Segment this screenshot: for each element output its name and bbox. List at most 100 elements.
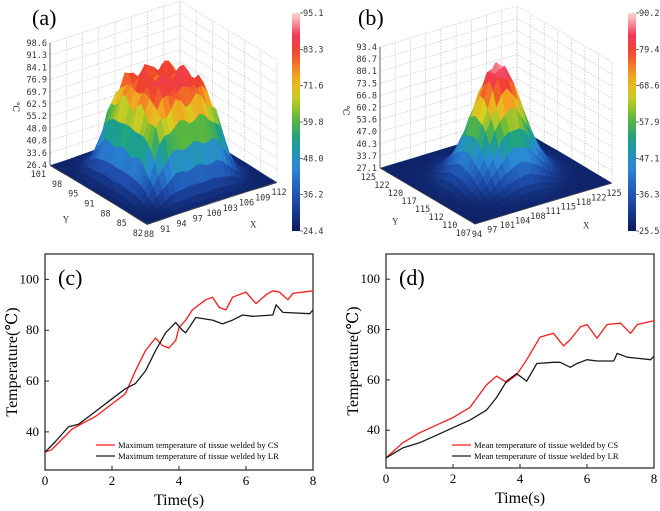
surface-facet (142, 220, 153, 225)
y-axis-label: Temperature(℃) (4, 307, 21, 416)
z-tick-label: 27.1 (357, 164, 377, 174)
z-tick-label: 26.4 (27, 161, 47, 171)
y-tick-label: 88 (100, 209, 110, 219)
z-tick-label: 33.7 (357, 152, 377, 162)
y-gridline (447, 46, 586, 209)
panel-d-line-chart: 0 2 4 6 8 40 60 80 100 Time(s) Temperature(℃) (d) Me… (345, 253, 658, 507)
panel-label: (a) (32, 5, 56, 30)
panel-c-line-chart: 0 2 4 6 8 40 60 80 100 Time(s) Temperature(℃) (c) Ma… (4, 253, 316, 509)
y-tick-label: 101 (31, 170, 46, 180)
x-axis-label: X (583, 220, 590, 230)
z-tick-label: 33.6 (27, 149, 47, 159)
z-axis-label: ℃ (341, 106, 351, 116)
x-tick-label: 109 (255, 193, 270, 203)
y-axis-label: Y (63, 215, 70, 225)
wall-gridline (379, 66, 613, 123)
x-axis-label: Time(s) (154, 492, 204, 509)
legend-label: Maximum temperature of tissue welded by … (118, 440, 279, 450)
x-tick-label: 125 (606, 189, 621, 199)
x-tick-label: 106 (239, 199, 254, 209)
x-tick-label: 111 (545, 207, 560, 217)
x-tick-label: 101 (500, 221, 515, 231)
x-tick-label: 2 (109, 473, 116, 488)
y-tick-label: 60 (367, 372, 380, 387)
colorbar-tick-label: 36.2 (303, 191, 323, 201)
panel-label: (c) (58, 265, 82, 290)
legend-label: Maximum temperature of tissue welded by … (118, 451, 279, 461)
wall-gridline (379, 78, 613, 135)
base-axes (49, 164, 278, 225)
z-tick-label: 80.1 (357, 67, 377, 77)
x-tick-label: 100 (206, 209, 221, 219)
x-tick-label: 4 (517, 471, 524, 486)
x-tick-label: 0 (42, 473, 49, 488)
colorbar-tick-label: 24.4 (303, 227, 323, 237)
z-tick-label: 73.5 (357, 79, 377, 89)
wall-gridline (379, 41, 613, 99)
y-axis-label: Y (392, 216, 399, 226)
z-tick-label: 86.7 (357, 55, 377, 65)
colorbar-tick-label: 25.5 (639, 227, 659, 237)
colorbar-tick-label: 71.6 (303, 82, 323, 92)
x-tick-label: 108 (530, 212, 545, 222)
y-tick-label: 110 (442, 221, 457, 231)
x-tick-label: 6 (584, 471, 591, 486)
y-axis-label: Temperature(℃) (345, 306, 362, 415)
y-tick-label: 100 (361, 271, 381, 286)
z-tick-label: 47.0 (357, 128, 377, 138)
z-tick-label: 48.0 (27, 124, 47, 134)
x-axis-label: Time(s) (495, 490, 545, 507)
y-tick-label: 98 (52, 180, 62, 190)
z-tick-label: 60.2 (357, 104, 377, 114)
z-tick-label: 98.6 (27, 39, 47, 49)
colorbar-tick-label: 95.1 (303, 9, 323, 19)
z-tick-label: 40.3 (357, 140, 377, 150)
legend-label: Mean temperature of tissue welded by LR (474, 451, 619, 461)
wall-gridline (379, 102, 613, 160)
x-tick-label: 2 (450, 471, 457, 486)
y-tick-label: 85 (117, 219, 127, 229)
x-tick-label: 97 (487, 225, 497, 235)
y-tick-label: 91 (84, 200, 94, 210)
wall-gridline (379, 29, 613, 87)
y-gridline (407, 22, 545, 185)
y-gridline (420, 30, 559, 193)
colorbar-tick-label: 68.6 (639, 82, 659, 92)
series-line-cs (385, 320, 655, 459)
y-tick-label: 117 (401, 197, 416, 207)
wall-gridline (379, 114, 613, 172)
x-axis-label: X (250, 220, 257, 230)
x-tick-label: 112 (271, 188, 286, 198)
x-tick-label: 8 (651, 471, 658, 486)
z-tick-label: 69.7 (27, 88, 47, 98)
plot-frame (44, 253, 314, 471)
colorbar-tick-label: 83.3 (303, 45, 323, 55)
z-tick-label: 40.8 (27, 137, 47, 147)
x-tick-label: 118 (576, 198, 591, 208)
x-tick-label: 94 (472, 230, 482, 240)
y-gridline (434, 38, 572, 201)
y-tick-label: 112 (428, 213, 443, 223)
y-tick-label: 107 (456, 229, 471, 239)
y-gridline (379, 6, 518, 169)
wall-gridline (379, 54, 613, 111)
x-tick-label: 97 (193, 214, 203, 224)
z-tick-label: 84.1 (27, 63, 47, 73)
panel-a-surface-plot: 98.6 91.3 84.1 76.9 69.7 62.5 55.2 48.0 40.8 33.6… (11, 0, 323, 240)
base-axes (379, 167, 613, 225)
x-tick-label: 4 (176, 473, 183, 488)
colorbar (628, 13, 636, 231)
colorbar-tick-label: 36.3 (639, 191, 659, 201)
x-tick-label: 122 (591, 194, 606, 204)
y-tick-label: 122 (374, 181, 389, 191)
x-tick-label: 91 (160, 225, 170, 235)
y-tick-label: 40 (26, 424, 39, 439)
z-tick-label: 66.8 (357, 91, 377, 101)
y-tick-label: 95 (68, 190, 78, 200)
y-gridline (474, 62, 613, 225)
colorbar (292, 13, 300, 231)
y-tick-label: 100 (20, 271, 40, 286)
z-axis-label: ℃ (11, 102, 21, 112)
y-gridline (393, 14, 531, 177)
x-tick-label: 104 (515, 216, 530, 226)
